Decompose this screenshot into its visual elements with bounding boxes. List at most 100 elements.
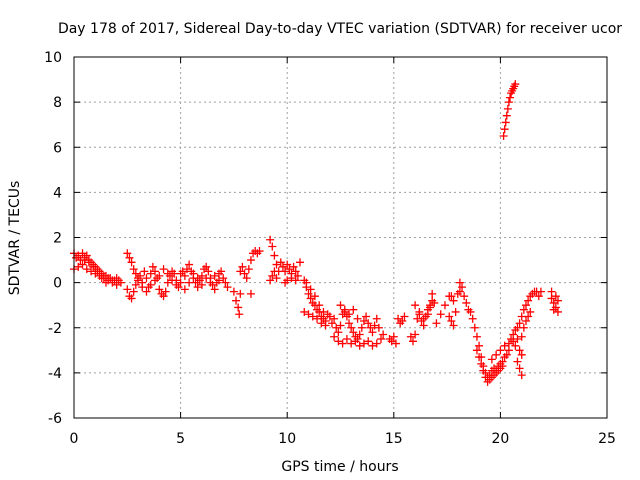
data-point xyxy=(168,276,177,285)
data-point xyxy=(127,294,136,303)
data-point xyxy=(321,321,330,330)
data-point xyxy=(500,341,509,350)
data-point xyxy=(357,323,366,332)
data-point xyxy=(163,278,172,287)
data-point xyxy=(430,298,439,307)
data-point xyxy=(472,346,481,355)
data-point xyxy=(415,310,424,319)
data-point xyxy=(353,314,362,323)
data-point xyxy=(151,276,160,285)
data-point xyxy=(193,283,202,292)
y-tick-label: 2 xyxy=(53,231,62,247)
data-point xyxy=(362,312,371,321)
data-point xyxy=(151,267,160,276)
data-point xyxy=(394,314,403,323)
data-point xyxy=(217,267,226,276)
grid-lines xyxy=(74,57,607,418)
data-point xyxy=(451,307,460,316)
data-point xyxy=(74,262,83,271)
data-point xyxy=(270,251,279,260)
data-point xyxy=(146,280,155,289)
data-point xyxy=(526,307,535,316)
data-point xyxy=(202,262,211,271)
data-point xyxy=(204,267,213,276)
data-point xyxy=(419,321,428,330)
data-point xyxy=(521,301,530,310)
data-point xyxy=(285,265,294,274)
data-point xyxy=(136,271,145,280)
data-point xyxy=(319,307,328,316)
data-point xyxy=(82,251,91,260)
data-point xyxy=(155,285,164,294)
data-point xyxy=(180,285,189,294)
data-point xyxy=(163,269,172,278)
y-axis-label: SDTVAR / TECUs xyxy=(7,181,23,296)
data-point xyxy=(504,346,513,355)
data-point xyxy=(460,292,469,301)
data-point xyxy=(411,301,420,310)
x-tick-label: 10 xyxy=(278,431,296,447)
data-point xyxy=(131,280,140,289)
data-point xyxy=(266,276,275,285)
data-point xyxy=(515,346,524,355)
data-point xyxy=(372,314,381,323)
data-point xyxy=(315,301,324,310)
data-point xyxy=(283,260,292,269)
data-point xyxy=(338,339,347,348)
data-point xyxy=(82,265,91,274)
data-point xyxy=(138,283,147,292)
data-point xyxy=(524,312,533,321)
data-point xyxy=(519,305,528,314)
data-point xyxy=(180,271,189,280)
data-point xyxy=(462,298,471,307)
data-point xyxy=(206,278,215,287)
data-point xyxy=(221,278,230,287)
data-point xyxy=(511,80,520,89)
data-point xyxy=(295,258,304,267)
data-point xyxy=(505,93,514,102)
data-point xyxy=(291,267,300,276)
data-point xyxy=(345,310,354,319)
data-point xyxy=(242,274,251,283)
data-point xyxy=(377,335,386,344)
plot-frame xyxy=(73,56,608,419)
data-point xyxy=(449,321,458,330)
data-point xyxy=(428,289,437,298)
y-tick-label: 6 xyxy=(53,140,62,156)
data-point xyxy=(336,321,345,330)
data-point xyxy=(310,292,319,301)
data-point xyxy=(244,265,253,274)
data-point xyxy=(502,111,511,120)
data-point xyxy=(447,316,456,325)
data-point xyxy=(349,328,358,337)
data-point xyxy=(214,276,223,285)
data-point xyxy=(193,274,202,283)
data-point xyxy=(426,303,435,312)
data-point xyxy=(500,125,509,134)
data-point xyxy=(317,319,326,328)
y-tick-label: -6 xyxy=(48,411,62,427)
data-point xyxy=(210,271,219,280)
y-tick-label: 8 xyxy=(53,95,62,111)
data-point xyxy=(549,298,558,307)
data-point xyxy=(246,289,255,298)
data-point xyxy=(161,287,170,296)
data-point xyxy=(549,305,558,314)
data-point xyxy=(84,258,93,267)
data-point xyxy=(347,323,356,332)
data-point xyxy=(436,310,445,319)
data-point xyxy=(370,321,379,330)
data-point xyxy=(355,330,364,339)
data-point xyxy=(129,287,138,296)
data-point xyxy=(176,278,185,287)
data-point xyxy=(268,242,277,251)
data-point xyxy=(210,285,219,294)
data-point xyxy=(411,330,420,339)
axis-ticks: 0 5 10 15 20 25 -6 -4 -2 0 2 4 6 8 10 xyxy=(44,50,616,447)
data-point xyxy=(503,104,512,113)
data-point xyxy=(521,316,530,325)
data-point xyxy=(475,353,484,362)
data-point xyxy=(313,314,322,323)
x-tick-label: 5 xyxy=(176,431,185,447)
